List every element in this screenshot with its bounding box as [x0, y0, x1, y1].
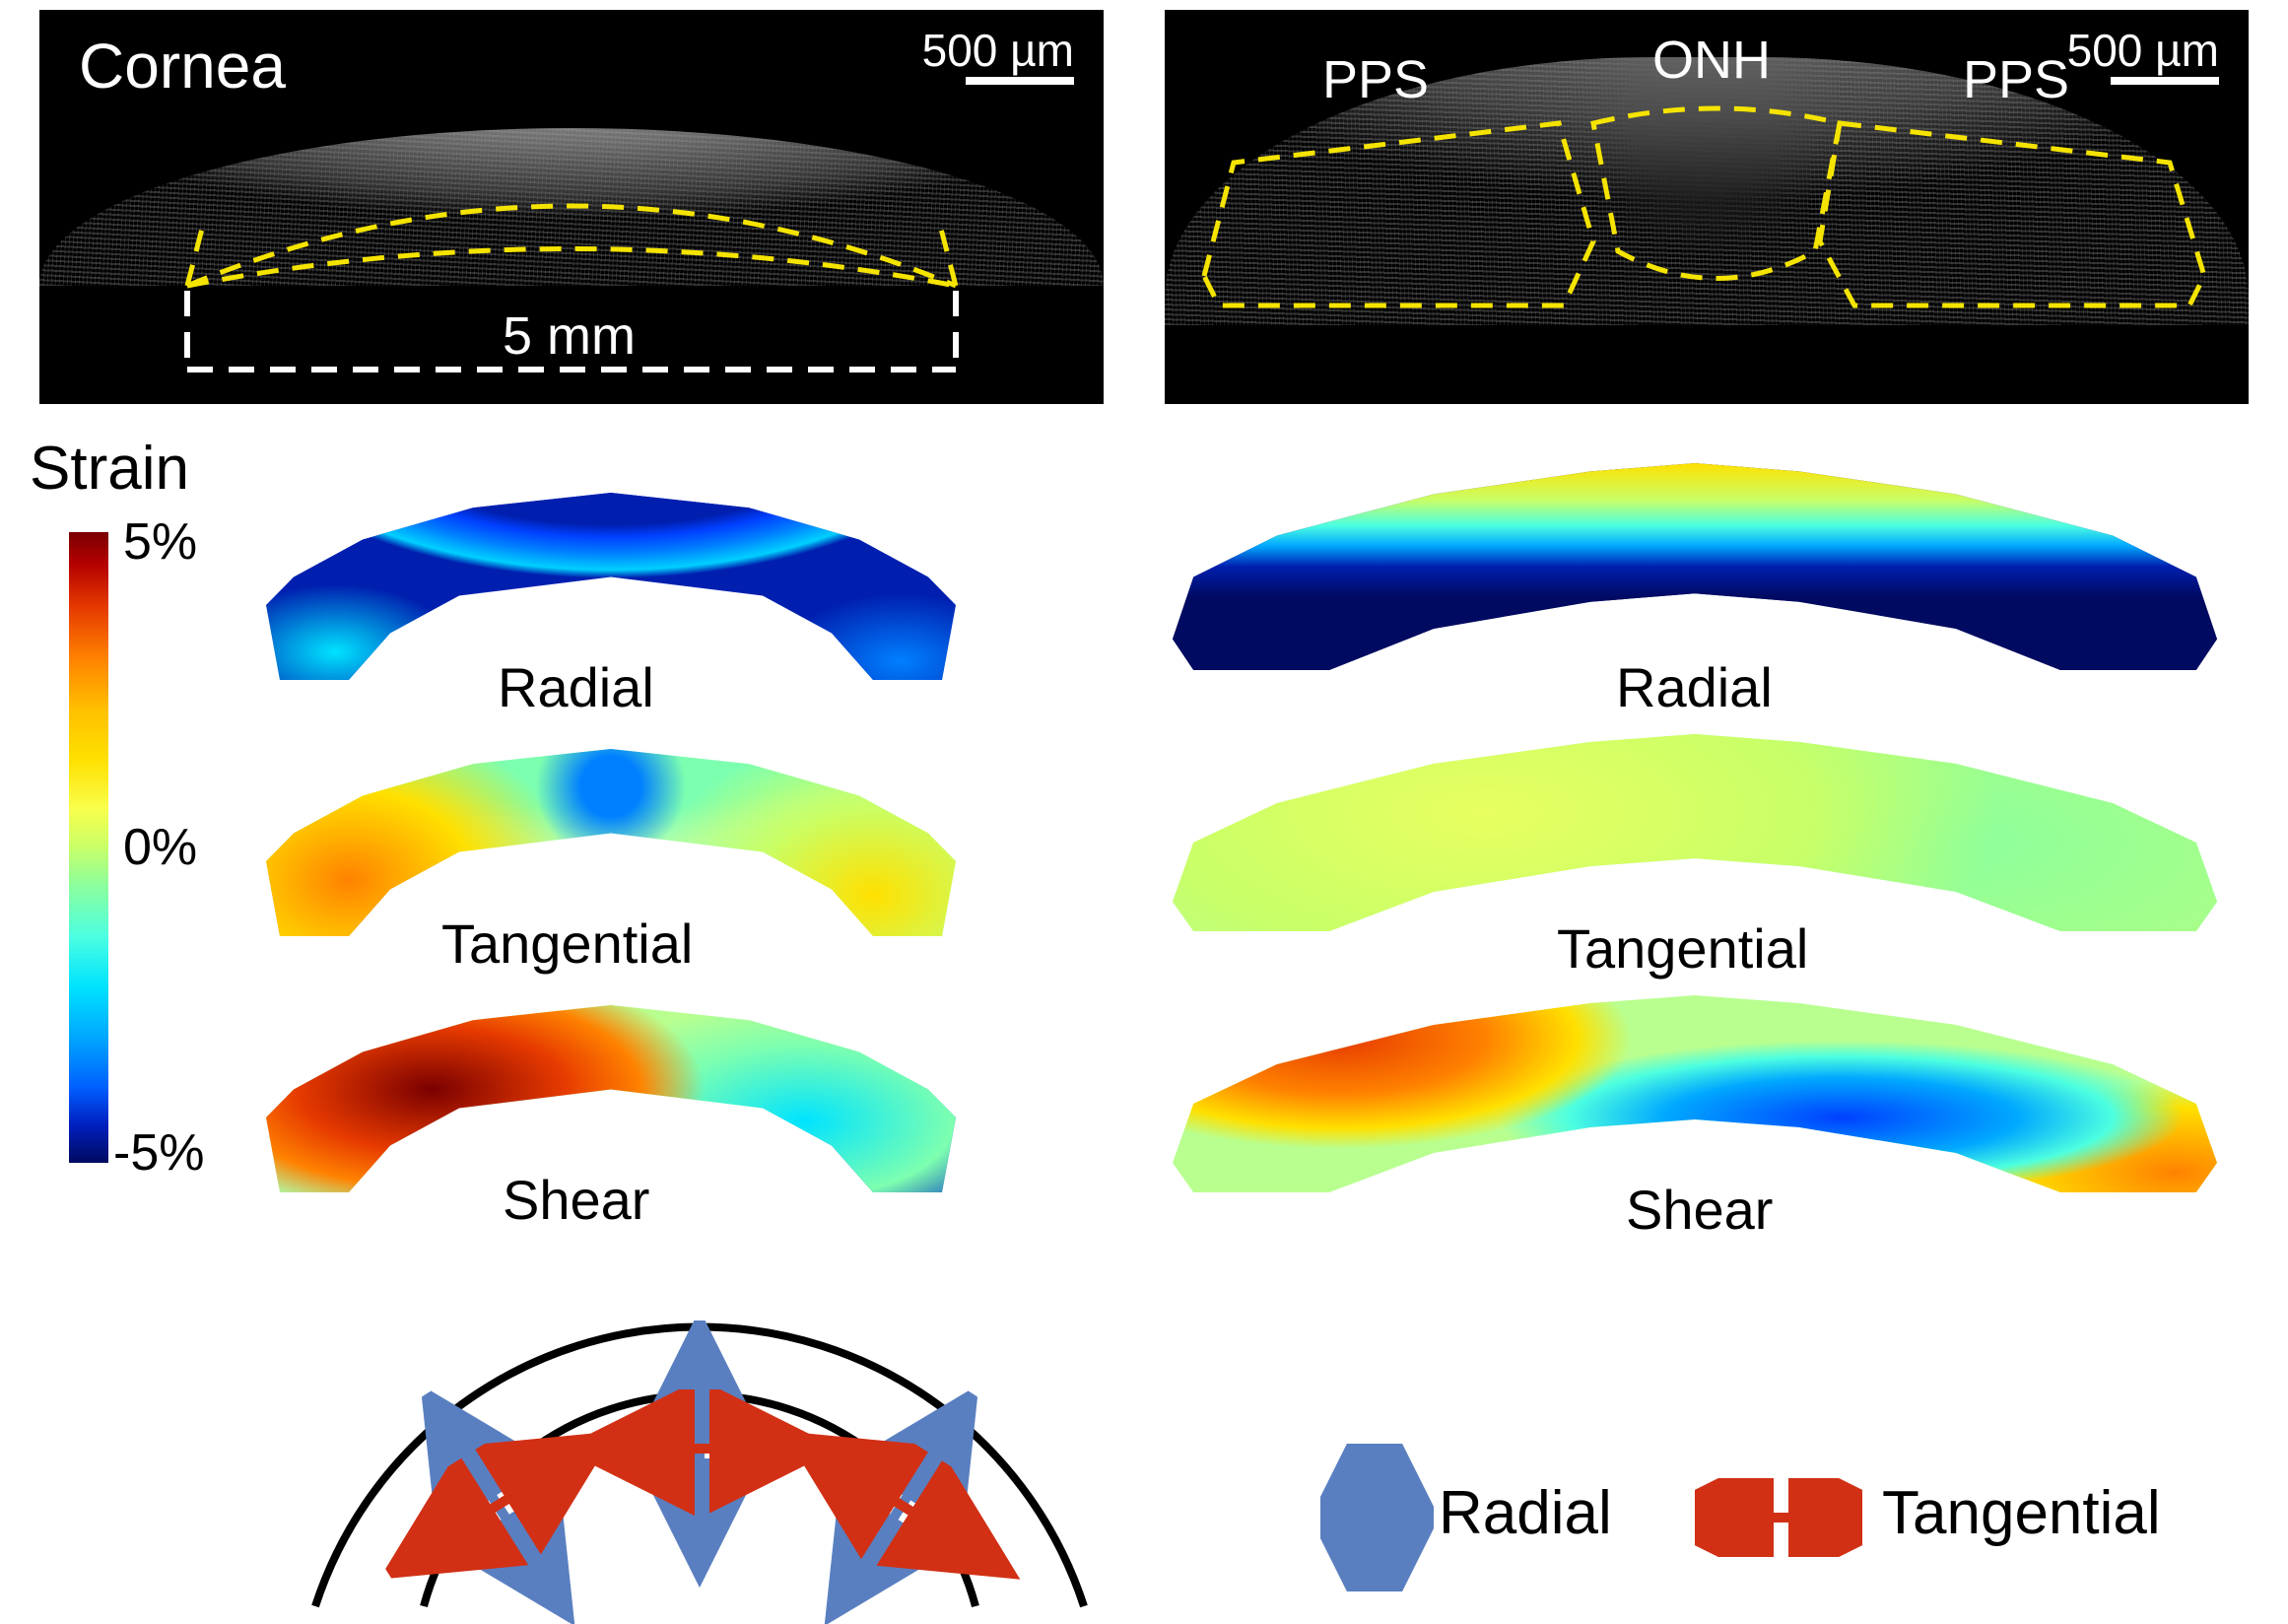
strain-label-cornea-shear: Shear — [503, 1168, 649, 1232]
legend-radial-arrow — [1320, 1444, 1439, 1591]
pps-roi-right — [1820, 123, 2204, 305]
colorbar-title: Strain — [30, 434, 189, 504]
oct-panel-cornea: Cornea 500 µm 5 mm — [39, 10, 1104, 404]
onh-roi — [1593, 108, 1840, 279]
colorbar-strip — [69, 532, 108, 1163]
oct-cornea-width-label: 5 mm — [503, 305, 636, 367]
colorbar-tick-mid: 0% — [123, 818, 197, 877]
strain-map-cornea-shear — [266, 1005, 956, 1192]
oct-onh-label: ONH — [1652, 30, 1771, 91]
colorbar-tick-top: 5% — [123, 512, 197, 572]
pps-roi-left — [1204, 123, 1593, 305]
oct-pps-label-left: PPS — [1322, 49, 1429, 110]
oct-pps-scale-bar — [2111, 77, 2219, 85]
cornea-roi-bottom — [187, 249, 956, 287]
colorbar-tick-bottom: -5% — [113, 1123, 204, 1183]
oct-cornea-scale-bar — [966, 77, 1074, 85]
strain-label-cornea-tangential: Tangential — [441, 912, 693, 976]
oct-pps-scale-label: 500 µm — [2067, 24, 2219, 77]
strain-map-pps-shear — [1173, 995, 2217, 1192]
coordinate-schematic — [256, 1311, 1143, 1624]
strain-map-cornea-tangential — [266, 749, 956, 936]
legend-tangential-arrow — [1695, 1478, 1862, 1557]
oct-panel-pps: PPS ONH PPS 500 µm — [1165, 10, 2249, 404]
legend-radial-label: Radial — [1439, 1478, 1612, 1548]
strain-map-pps-radial — [1173, 463, 2217, 670]
oct-cornea-title: Cornea — [79, 30, 286, 102]
oct-pps-label-right: PPS — [1963, 49, 2069, 110]
strain-map-pps-tangential — [1173, 734, 2217, 931]
cornea-roi-top — [187, 206, 956, 286]
strain-label-pps-tangential: Tangential — [1557, 916, 1808, 981]
strain-label-cornea-radial: Radial — [498, 655, 654, 719]
cornea-roi-right-side — [941, 229, 956, 286]
figure-root: Cornea 500 µm 5 mm PPS ONH PPS 500 µm St… — [0, 0, 2288, 1624]
cornea-roi-left-side — [187, 229, 202, 286]
strain-map-cornea-radial — [266, 493, 956, 680]
legend-tangential-label: Tangential — [1882, 1478, 2161, 1548]
oct-cornea-scale-label: 500 µm — [922, 24, 1074, 77]
strain-label-pps-radial: Radial — [1616, 655, 1773, 719]
strain-label-pps-shear: Shear — [1626, 1178, 1773, 1242]
